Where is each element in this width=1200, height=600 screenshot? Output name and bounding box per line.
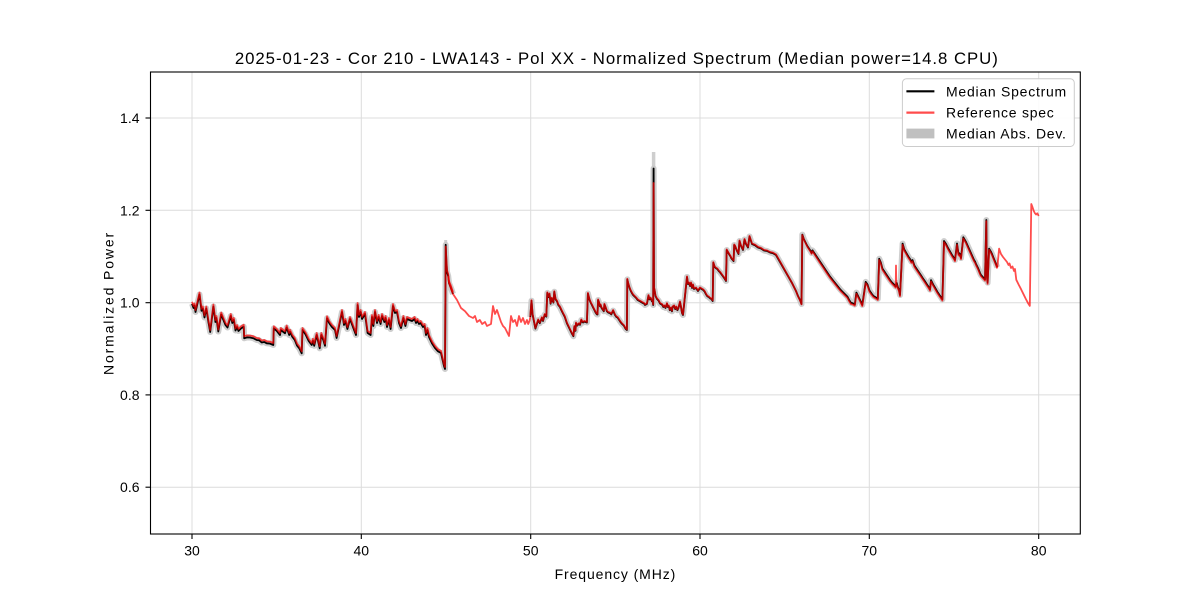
svg-text:1.4: 1.4	[120, 110, 140, 126]
svg-text:70: 70	[862, 542, 878, 558]
svg-text:Median Spectrum: Median Spectrum	[946, 83, 1067, 99]
svg-text:Reference spec: Reference spec	[946, 105, 1055, 121]
svg-text:60: 60	[692, 542, 708, 558]
svg-text:50: 50	[523, 542, 539, 558]
svg-text:Median Abs. Dev.: Median Abs. Dev.	[946, 125, 1067, 141]
svg-text:30: 30	[184, 542, 200, 558]
svg-text:1.2: 1.2	[120, 202, 140, 218]
svg-text:Frequency (MHz): Frequency (MHz)	[555, 566, 677, 582]
svg-text:80: 80	[1031, 542, 1047, 558]
svg-text:1.0: 1.0	[120, 295, 140, 311]
svg-text:Normalized Power: Normalized Power	[101, 231, 117, 375]
svg-text:2025-01-23 - Cor 210 - LWA143: 2025-01-23 - Cor 210 - LWA143 - Pol XX -…	[235, 49, 999, 68]
svg-text:0.6: 0.6	[120, 479, 140, 495]
svg-text:0.8: 0.8	[120, 387, 140, 403]
svg-text:40: 40	[354, 542, 370, 558]
